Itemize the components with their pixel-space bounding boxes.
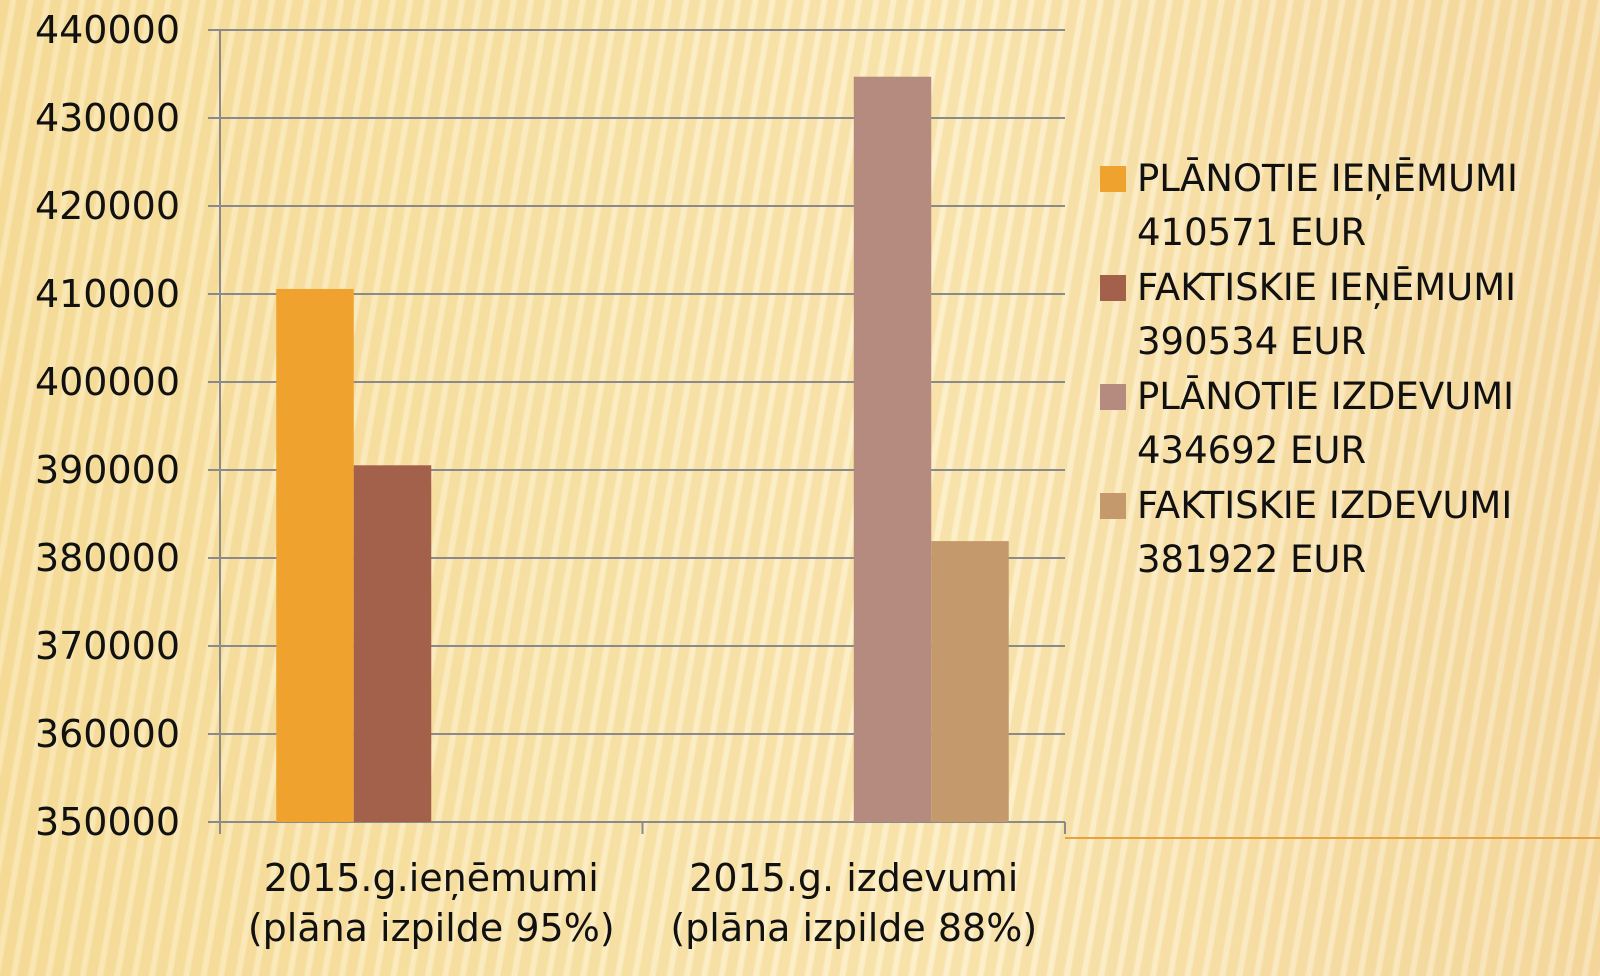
y-tick-label: 430000 — [34, 96, 180, 140]
legend-swatch — [1100, 384, 1126, 410]
legend-swatch — [1100, 275, 1126, 301]
y-tick-label: 370000 — [34, 624, 180, 668]
y-tick-label: 400000 — [34, 360, 180, 404]
y-tick-label: 440000 — [34, 8, 180, 52]
y-tick-label: 350000 — [34, 800, 180, 844]
legend-swatch — [1100, 493, 1126, 519]
y-tick-label: 390000 — [34, 448, 180, 492]
legend-label: FAKTISKIE IZDEVUMI 381922 EUR — [1137, 484, 1513, 581]
legend-label: FAKTISKIE IEŅĒMUMI 390534 EUR — [1137, 266, 1517, 363]
y-tick-label: 360000 — [34, 712, 180, 756]
bar — [353, 465, 432, 822]
y-tick-label: 410000 — [34, 272, 180, 316]
x-tick-label: 2015.g. izdevumi (plāna izpilde 88%) — [670, 856, 1038, 950]
y-tick-label: 380000 — [34, 536, 180, 580]
x-tick-label: 2015.g.ieņēmumi (plāna izpilde 95%) — [247, 856, 615, 950]
legend-label: PLĀNOTIE IEŅĒMUMI 410571 EUR — [1137, 157, 1518, 254]
bar — [276, 288, 354, 822]
y-tick-label: 420000 — [34, 184, 180, 228]
bar — [931, 541, 1009, 822]
bar — [853, 76, 932, 823]
legend-label: PLĀNOTIE IZDEVUMI 434692 EUR — [1137, 375, 1515, 472]
legend-swatch — [1100, 166, 1126, 192]
